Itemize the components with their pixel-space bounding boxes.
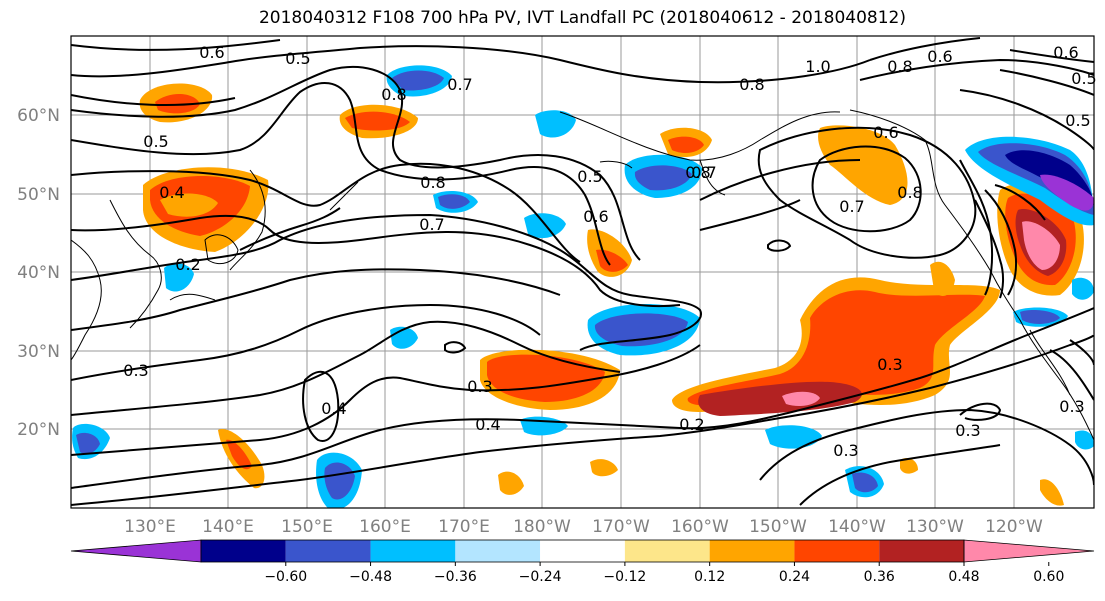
contour-label: 0.7 — [839, 197, 864, 216]
contour-label: 0.8 — [887, 57, 912, 76]
colorbar — [70, 539, 1095, 563]
contour-label: 0.7 — [691, 163, 716, 182]
contour-label: 0.7 — [447, 75, 472, 94]
contour-label: 0.3 — [955, 421, 980, 440]
contour-label: 0.5 — [577, 167, 602, 186]
lon-label: 180°W — [513, 517, 571, 537]
colorbar-segment — [370, 540, 456, 562]
colorbar-segment — [455, 540, 541, 562]
lat-label: 40°N — [17, 263, 60, 283]
colorbar-extend-right — [963, 539, 1095, 563]
lon-label: 150°E — [281, 517, 333, 537]
colorbar-segment — [540, 540, 625, 562]
map-title: 2018040312 F108 700 hPa PV, IVT Landfall… — [258, 8, 906, 28]
colorbar-tick-label: 0.60 — [1033, 569, 1064, 585]
map-frame — [70, 35, 1095, 509]
colorbar-tick-labels: −0.60 −0.48 −0.36 −0.24 −0.12 0.12 0.24 0.36 0.4… — [264, 562, 1064, 585]
latitude-labels: 60°N 50°N 40°N 30°N 20°N — [17, 106, 60, 440]
lon-label: 160°W — [671, 517, 729, 537]
contour-label: 1.0 — [805, 57, 830, 76]
colorbar-segment — [709, 540, 795, 562]
lat-label: 20°N — [17, 420, 60, 440]
contour-label: 0.4 — [159, 183, 184, 202]
contour-label: 0.2 — [679, 415, 704, 434]
contour-label: 0.4 — [475, 415, 500, 434]
contour-label: 0.7 — [419, 215, 444, 234]
colorbar-outline — [200, 539, 965, 563]
contour-label: 0.4 — [321, 399, 346, 418]
colorbar-segment — [201, 540, 286, 562]
colorbar-tick-label: −0.12 — [603, 569, 646, 585]
colorbar-tick-label: 0.48 — [948, 569, 979, 585]
contour-label: 0.8 — [381, 85, 406, 104]
contour-label: 0.6 — [199, 43, 224, 62]
colorbar-tick-label: −0.36 — [434, 569, 477, 585]
colorbar-segment — [879, 540, 964, 562]
lon-label: 170°W — [592, 517, 650, 537]
colorbar-tick-label: 0.36 — [864, 569, 895, 585]
colorbar-segment — [794, 540, 880, 562]
contour-label: 0.8 — [739, 75, 764, 94]
colorbar-extend-left — [70, 539, 202, 563]
contour-label: 0.5 — [1065, 111, 1090, 130]
lon-label: 130°E — [124, 517, 176, 537]
lon-label: 140°E — [202, 517, 254, 537]
colorbar-tick-label: 0.12 — [694, 569, 725, 585]
lat-label: 50°N — [17, 185, 60, 205]
colorbar-tick-label: −0.48 — [349, 569, 392, 585]
colorbar-tick-label: 0.24 — [779, 569, 810, 585]
lon-label: 130°W — [906, 517, 964, 537]
colorbar-segment — [285, 540, 371, 562]
contour-label: 0.3 — [833, 441, 858, 460]
contour-label: 0.3 — [123, 361, 148, 380]
contour-label: 0.6 — [873, 123, 898, 142]
contour-label: 0.6 — [1053, 43, 1078, 62]
contour-label: 0.5 — [143, 132, 168, 151]
longitude-labels: 130°E 140°E 150°E 160°E 170°E 180°W 170°W 160°W… — [124, 517, 1043, 537]
lon-label: 150°W — [749, 517, 807, 537]
lat-label: 30°N — [17, 342, 60, 362]
contour-label: 0.6 — [927, 47, 952, 66]
contour-label: 0.8 — [685, 163, 710, 182]
lon-label: 140°W — [828, 517, 886, 537]
contour-label: 0.3 — [1059, 397, 1084, 416]
colorbar-tick-label: −0.60 — [264, 569, 307, 585]
pv-anomaly-fill — [72, 65, 1094, 508]
ivt-contours — [71, 37, 1094, 506]
lon-label: 170°E — [438, 517, 490, 537]
contour-label: 0.3 — [467, 377, 492, 396]
lon-label: 120°W — [985, 517, 1043, 537]
contour-label: 0.3 — [877, 355, 902, 374]
contour-label: 0.5 — [1071, 69, 1096, 88]
contour-label: 0.8 — [420, 173, 445, 192]
contour-label: 0.5 — [285, 49, 310, 68]
contour-label: 0.8 — [897, 183, 922, 202]
contour-label: 0.2 — [175, 255, 200, 274]
colorbar-tick-label: −0.24 — [519, 569, 562, 585]
lon-label: 160°E — [359, 517, 411, 537]
contour-label: 0.6 — [583, 207, 608, 226]
lat-label: 60°N — [17, 106, 60, 126]
contour-label-layer: 0.6 0.50.50.40.20.80.70.80.70.50.60.70.81… — [123, 43, 1096, 460]
colorbar-segment — [624, 540, 710, 562]
